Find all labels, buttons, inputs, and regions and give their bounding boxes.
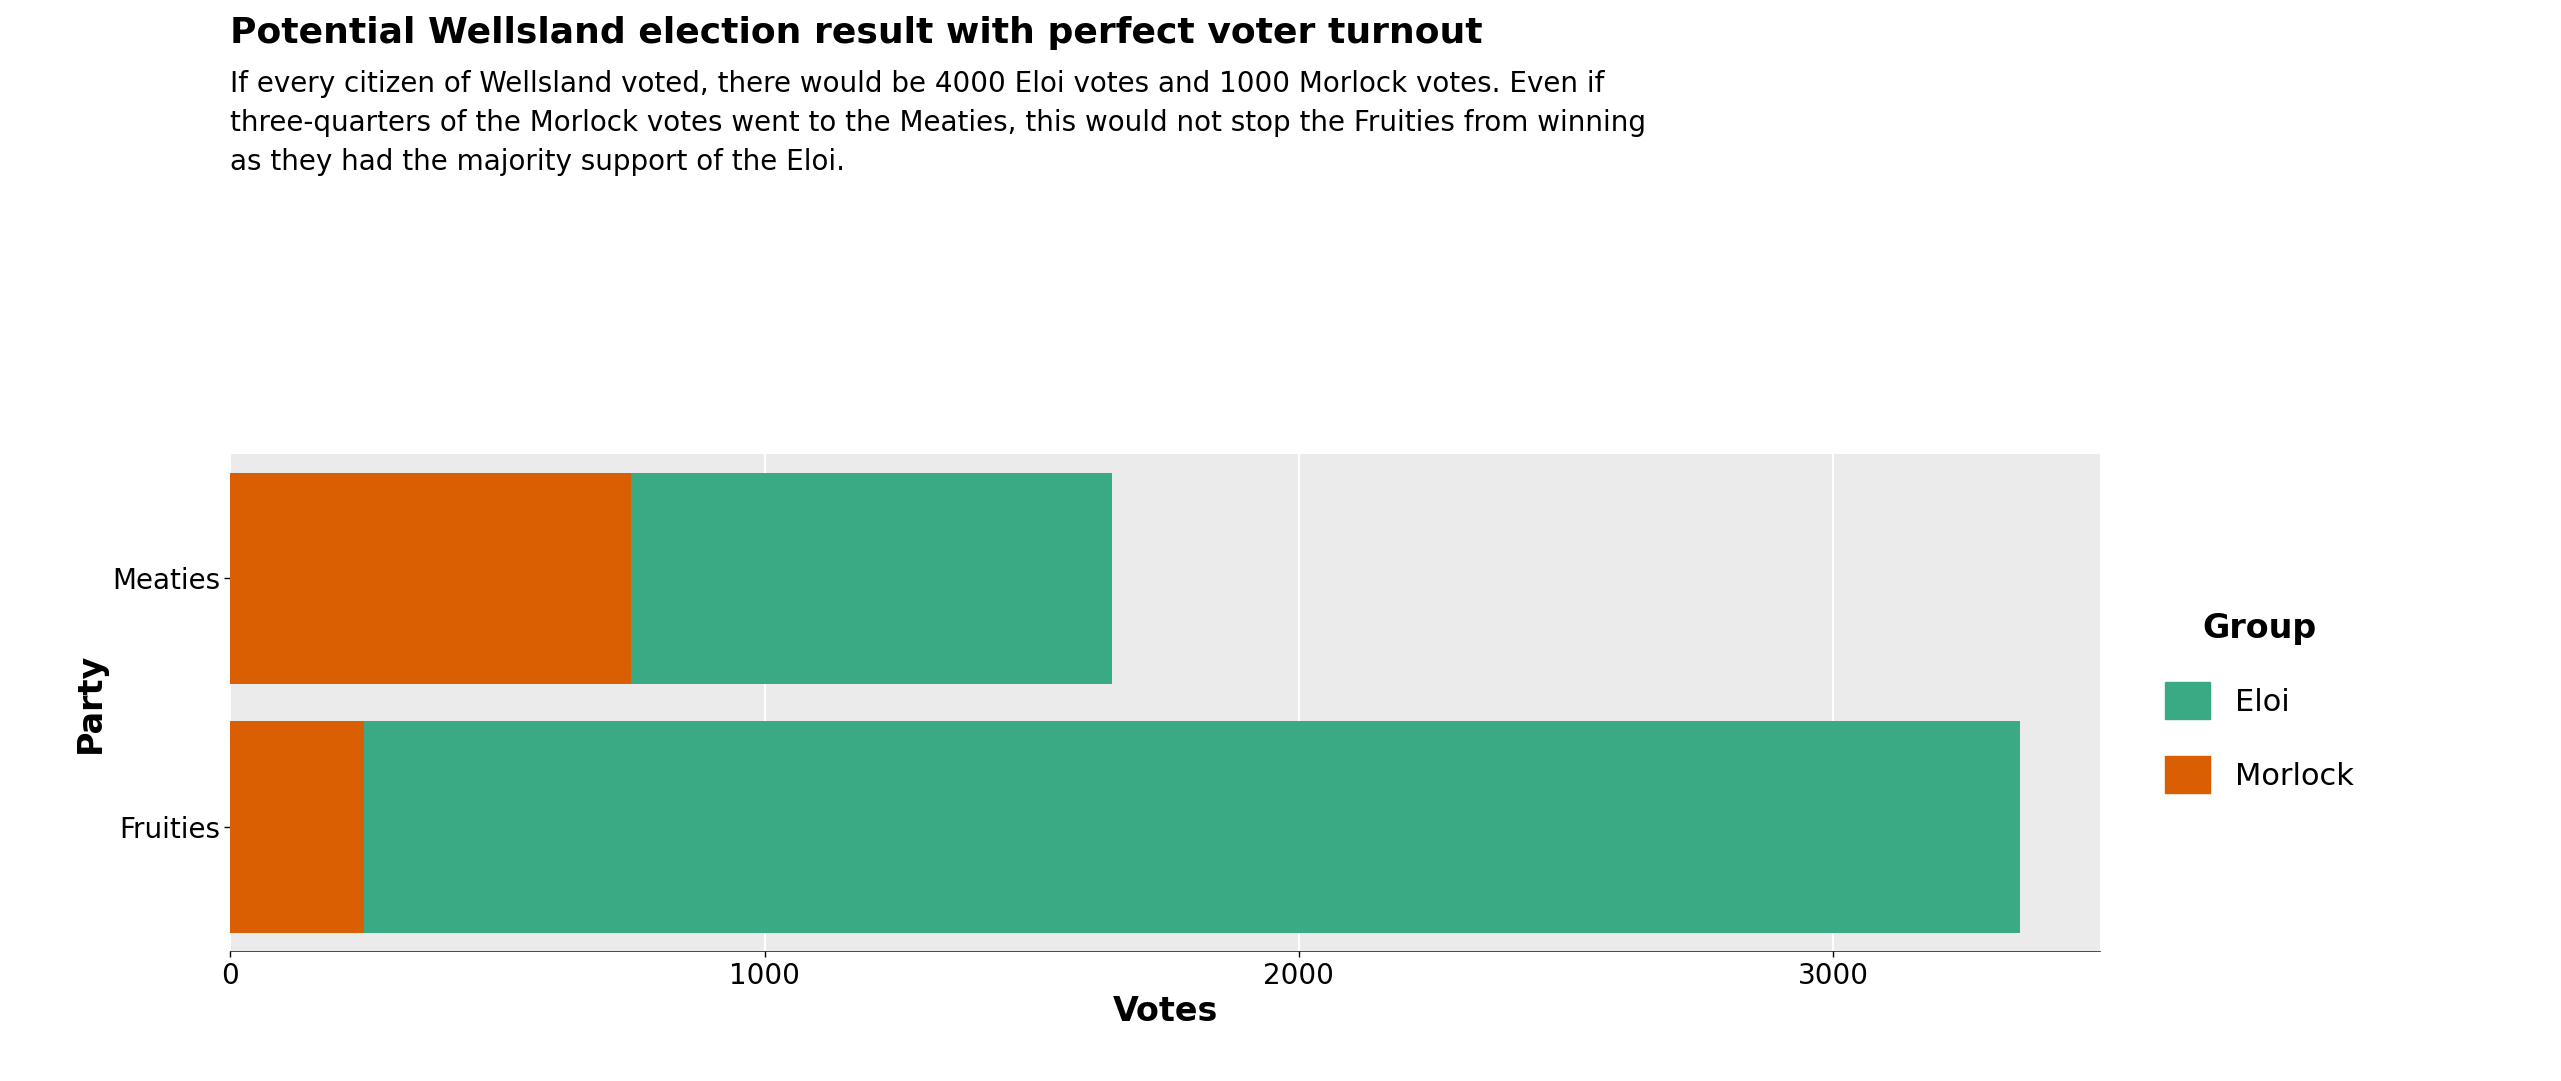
X-axis label: Votes: Votes	[1111, 996, 1219, 1028]
Text: If every citizen of Wellsland voted, there would be 4000 Eloi votes and 1000 Mor: If every citizen of Wellsland voted, the…	[230, 70, 1647, 176]
Bar	[230, 721, 364, 933]
Y-axis label: Party: Party	[74, 653, 108, 752]
Bar	[630, 472, 1111, 684]
Bar	[364, 721, 2021, 933]
Text: Potential Wellsland election result with perfect voter turnout: Potential Wellsland election result with…	[230, 16, 1483, 50]
Legend: Eloi, Morlock: Eloi, Morlock	[2133, 582, 2384, 824]
Bar	[230, 472, 630, 684]
